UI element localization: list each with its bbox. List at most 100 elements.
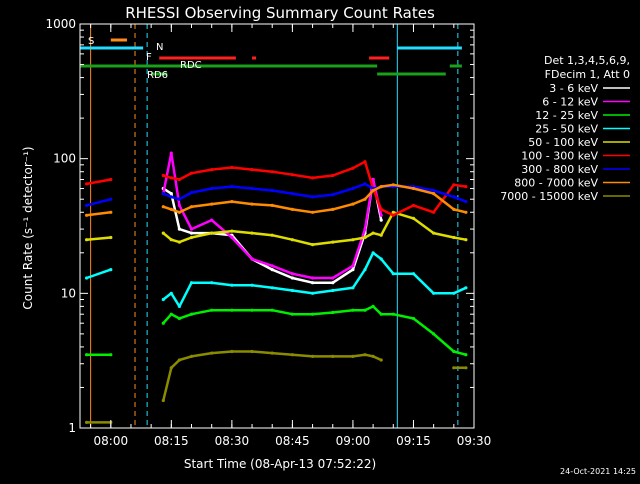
- data-point: [189, 235, 194, 240]
- data-point: [464, 366, 468, 370]
- data-point: [452, 366, 456, 370]
- data-point: [351, 308, 355, 312]
- data-point: [351, 238, 355, 242]
- plot-frame: [79, 23, 475, 429]
- data-point: [311, 243, 315, 247]
- data-point: [210, 281, 214, 285]
- data-point: [85, 353, 89, 357]
- data-point: [379, 312, 383, 316]
- data-point: [109, 197, 113, 201]
- data-point: [290, 353, 294, 357]
- data-point: [464, 200, 468, 204]
- data-point: [109, 353, 113, 357]
- series-800-7000-kev: [85, 183, 468, 217]
- data-point: [363, 182, 367, 186]
- x-tick-label: 09:15: [396, 434, 431, 448]
- data-point: [230, 165, 234, 170]
- data-point: [290, 173, 294, 177]
- data-point: [161, 173, 165, 178]
- data-point: [363, 227, 367, 231]
- data-point: [270, 286, 274, 290]
- legend-label: 25 - 50 keV: [535, 123, 598, 136]
- data-point: [371, 304, 375, 308]
- data-point: [85, 420, 89, 424]
- data-point: [391, 210, 395, 214]
- data-point: [210, 308, 214, 312]
- data-point: [290, 207, 294, 211]
- series-layer: [85, 151, 468, 424]
- data-point: [177, 316, 181, 321]
- flag-label-rd6: RD6: [147, 70, 168, 81]
- data-point: [432, 192, 436, 196]
- legend-header-line-1: Det 1,3,4,5,6,9,: [544, 54, 630, 67]
- data-point: [452, 195, 456, 199]
- x-tick-label: 09:30: [457, 434, 492, 448]
- data-point: [351, 186, 355, 191]
- data-point: [270, 268, 274, 272]
- data-point: [432, 231, 436, 235]
- data-point: [250, 168, 254, 172]
- flags-layer: S NF RDC RD6: [80, 24, 462, 428]
- legend-label: 50 - 100 keV: [528, 136, 598, 149]
- y-tick-label: 100: [53, 152, 76, 166]
- data-point: [169, 195, 173, 199]
- data-point: [379, 233, 383, 237]
- data-point: [311, 210, 315, 214]
- x-tick-label: 08:15: [154, 434, 189, 448]
- data-point: [311, 281, 315, 285]
- data-point: [210, 168, 214, 172]
- x-tick-label: 08:45: [275, 434, 310, 448]
- data-point: [311, 291, 315, 295]
- series-50-100-kev: [85, 210, 468, 247]
- series-line: [86, 251, 467, 308]
- data-point: [177, 210, 181, 214]
- legend-label: 12 - 25 keV: [535, 109, 598, 122]
- data-point: [311, 312, 315, 316]
- data-point: [169, 207, 173, 211]
- data-point: [351, 264, 355, 268]
- data-point: [250, 308, 254, 312]
- data-point: [331, 310, 335, 315]
- data-point: [169, 192, 173, 196]
- data-point: [250, 349, 254, 354]
- data-point: [391, 183, 395, 187]
- data-point: [189, 171, 194, 175]
- series-line: [86, 160, 467, 217]
- data-point: [351, 202, 355, 206]
- data-point: [169, 366, 173, 370]
- data-point: [230, 185, 234, 189]
- data-point: [109, 210, 113, 214]
- data-point: [169, 238, 173, 242]
- data-point: [371, 251, 375, 255]
- data-point: [189, 205, 194, 209]
- data-point: [363, 268, 367, 272]
- data-point: [331, 173, 335, 178]
- data-point: [363, 235, 367, 240]
- footer-date: 24-Oct-2021 14:25: [560, 467, 636, 476]
- series-12-25-kev: [85, 304, 468, 357]
- data-point: [210, 231, 214, 235]
- data-point: [161, 231, 165, 235]
- series-25-50-kev: [85, 251, 468, 308]
- data-point: [432, 210, 436, 214]
- data-point: [210, 218, 214, 222]
- data-point: [169, 312, 173, 316]
- x-axis-label: Start Time (08-Apr-13 07:52:22): [184, 457, 376, 471]
- data-point: [109, 235, 113, 240]
- data-point: [331, 193, 335, 197]
- data-point: [363, 353, 367, 357]
- data-point: [270, 264, 274, 268]
- data-point: [452, 183, 456, 187]
- data-point: [270, 188, 274, 193]
- data-point: [311, 195, 315, 199]
- flag-label-f: F: [146, 52, 152, 63]
- data-point: [169, 151, 173, 155]
- legend-label: 7000 - 15000 keV: [500, 190, 598, 203]
- data-point: [331, 207, 335, 211]
- data-point: [177, 227, 181, 231]
- data-point: [379, 257, 383, 261]
- data-point: [290, 288, 294, 293]
- y-tick-label: 1: [68, 421, 76, 435]
- legend: Det 1,3,4,5,6,9, FDecim 1, Att 0 3 - 6 k…: [500, 54, 630, 203]
- data-point: [230, 308, 234, 312]
